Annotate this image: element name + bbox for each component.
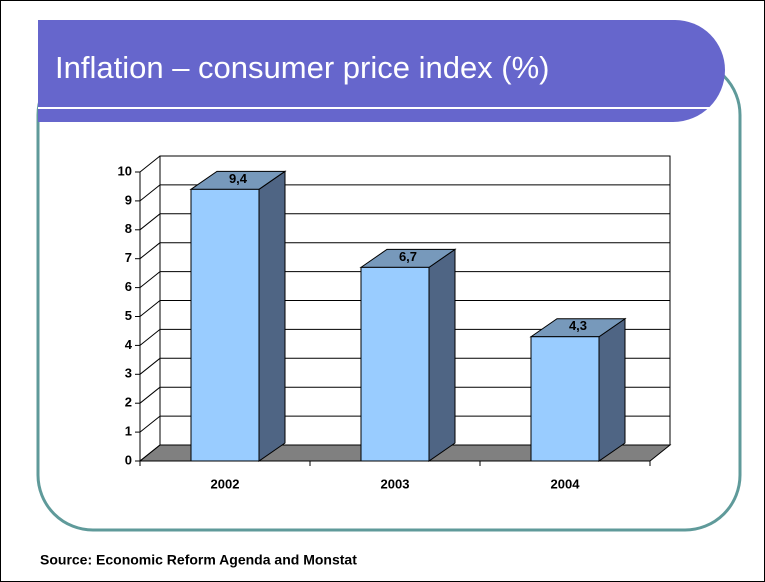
grid-line-side <box>139 329 161 346</box>
y-tick-label: 3 <box>125 366 132 381</box>
grid-line-side <box>139 213 161 231</box>
y-tick-label: 5 <box>125 308 132 323</box>
y-tick-label: 10 <box>118 163 132 178</box>
grid-line-side <box>139 184 161 202</box>
value-label: 6,7 <box>399 249 417 264</box>
bar <box>360 266 430 462</box>
title-banner <box>38 20 725 122</box>
grid-line-side <box>139 357 161 375</box>
y-tick-label: 4 <box>125 337 133 352</box>
value-label: 9,4 <box>229 171 248 186</box>
source-note: Source: Economic Reform Agenda and Monst… <box>40 552 357 568</box>
x-tick-label: 2002 <box>211 476 240 491</box>
x-tick-label: 2004 <box>551 476 581 491</box>
y-tick-label: 1 <box>125 424 132 439</box>
grid-line-side <box>139 155 161 173</box>
grid-line-side <box>139 271 161 288</box>
y-tick-label: 7 <box>125 250 132 265</box>
y-tick-label: 8 <box>125 221 132 236</box>
y-tick-label: 2 <box>125 395 132 410</box>
y-tick-label: 0 <box>125 452 132 467</box>
chart-title: Inflation – consumer price index (%) <box>55 50 550 85</box>
grid-line-side <box>139 444 161 462</box>
grid-line-side <box>139 386 161 404</box>
y-tick-label: 9 <box>125 192 132 207</box>
bar-side <box>258 170 286 462</box>
grid-line-side <box>139 415 161 433</box>
grid-line-side <box>139 242 161 260</box>
bar-side <box>598 317 626 462</box>
bar-side <box>428 248 456 462</box>
x-tick-label: 2003 <box>381 476 410 491</box>
value-label: 4,3 <box>569 318 587 333</box>
bar <box>190 188 260 462</box>
grid-line-side <box>139 300 161 317</box>
y-tick-label: 6 <box>125 279 132 294</box>
bar <box>530 336 600 462</box>
